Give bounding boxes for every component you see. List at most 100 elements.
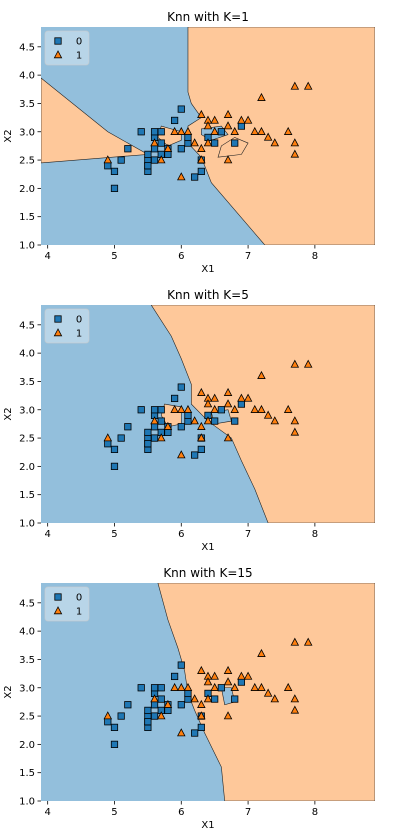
- point-class-0: [151, 157, 157, 163]
- legend: 01: [45, 587, 89, 621]
- point-class-0: [165, 151, 171, 157]
- point-class-0: [111, 463, 117, 469]
- point-class-0: [171, 673, 177, 679]
- legend-label: 0: [76, 315, 82, 326]
- y-tick-label: 2.0: [19, 184, 35, 195]
- x-tick-label: 7: [245, 807, 251, 818]
- legend-label: 1: [76, 329, 82, 340]
- point-class-0: [198, 168, 204, 174]
- point-class-0: [138, 685, 144, 691]
- point-class-0: [151, 435, 157, 441]
- point-class-0: [125, 702, 131, 708]
- point-class-0: [145, 719, 151, 725]
- chart-title: Knn with K=1: [167, 10, 249, 24]
- point-class-0: [198, 724, 204, 730]
- chart-title: Knn with K=5: [167, 288, 249, 302]
- y-tick-label: 3.5: [19, 99, 35, 110]
- y-tick-label: 1.5: [19, 768, 35, 779]
- point-class-0: [218, 685, 224, 691]
- point-class-0: [158, 129, 164, 135]
- point-class-0: [125, 146, 131, 152]
- legend-label: 0: [76, 37, 82, 48]
- y-tick-label: 2.5: [19, 434, 35, 445]
- x-tick-label: 4: [44, 529, 50, 540]
- point-class-0: [111, 168, 117, 174]
- chart-panel-2: Knn with K=54 5 6 7 81.01.52.02.53.03.54.04.…: [3, 288, 375, 553]
- point-class-0: [232, 696, 238, 702]
- x-axis-label: X1: [201, 820, 214, 831]
- point-class-0: [118, 157, 124, 163]
- point-class-0: [111, 741, 117, 747]
- y-tick-label: 2.0: [19, 740, 35, 751]
- y-tick-label: 4.0: [19, 71, 35, 82]
- x-tick-label: 4: [44, 251, 50, 262]
- point-class-0: [198, 446, 204, 452]
- y-tick-label: 1.0: [19, 241, 35, 252]
- point-class-0: [232, 418, 238, 424]
- x-tick-label: 7: [245, 251, 251, 262]
- point-class-0: [151, 407, 157, 413]
- chart-title: Knn with K=15: [163, 566, 252, 580]
- x-tick-label: 6: [178, 807, 184, 818]
- point-class-0: [138, 129, 144, 135]
- y-tick-label: 1.0: [19, 519, 35, 530]
- point-class-0: [145, 151, 151, 157]
- point-class-0: [158, 140, 164, 146]
- y-tick-label: 4.0: [19, 627, 35, 638]
- point-class-0: [158, 696, 164, 702]
- y-tick-label: 3.0: [19, 405, 35, 416]
- x-tick-label: 5: [111, 807, 117, 818]
- point-class-0: [145, 707, 151, 713]
- point-class-0: [151, 424, 157, 430]
- x-tick-label: 4: [44, 807, 50, 818]
- point-class-0: [105, 441, 111, 447]
- legend-label: 1: [76, 51, 82, 62]
- point-class-0: [178, 662, 184, 668]
- point-class-0: [158, 685, 164, 691]
- point-class-0: [105, 163, 111, 169]
- point-class-0: [145, 441, 151, 447]
- point-class-0: [171, 117, 177, 123]
- y-axis-label: X2: [3, 129, 14, 142]
- legend-marker-0: [55, 38, 61, 44]
- point-class-0: [151, 129, 157, 135]
- x-tick-label: 8: [312, 807, 318, 818]
- point-class-0: [232, 140, 238, 146]
- x-tick-label: 5: [111, 529, 117, 540]
- legend-label: 1: [76, 607, 82, 618]
- point-class-0: [178, 146, 184, 152]
- x-axis-label: X1: [201, 264, 214, 275]
- legend-marker-0: [55, 594, 61, 600]
- point-class-0: [145, 429, 151, 435]
- point-class-0: [165, 707, 171, 713]
- x-tick-label: 8: [312, 251, 318, 262]
- point-class-0: [185, 690, 191, 696]
- point-class-0: [218, 407, 224, 413]
- y-tick-label: 3.0: [19, 127, 35, 138]
- point-class-0: [151, 713, 157, 719]
- point-class-0: [118, 713, 124, 719]
- y-tick-label: 1.5: [19, 212, 35, 223]
- point-class-0: [211, 418, 217, 424]
- y-tick-label: 4.5: [19, 42, 35, 53]
- x-tick-label: 6: [178, 529, 184, 540]
- point-class-0: [178, 106, 184, 112]
- point-class-0: [211, 140, 217, 146]
- legend-label: 0: [76, 593, 82, 604]
- point-class-0: [185, 134, 191, 140]
- point-class-0: [171, 395, 177, 401]
- point-class-0: [111, 724, 117, 730]
- y-tick-label: 4.5: [19, 598, 35, 609]
- y-tick-label: 3.5: [19, 655, 35, 666]
- point-class-0: [218, 129, 224, 135]
- y-tick-label: 3.0: [19, 683, 35, 694]
- y-tick-label: 2.0: [19, 462, 35, 473]
- point-class-0: [191, 730, 197, 736]
- y-tick-label: 2.5: [19, 712, 35, 723]
- legend-box: [45, 31, 89, 65]
- chart-panel-1: Knn with K=1 4 5 6 7 8 1.0 1.5 2.0 2.5 3.0 3.5 4.0 4.…: [3, 10, 375, 275]
- point-class-0: [185, 412, 191, 418]
- y-axis-label: X2: [3, 407, 14, 420]
- point-class-0: [118, 435, 124, 441]
